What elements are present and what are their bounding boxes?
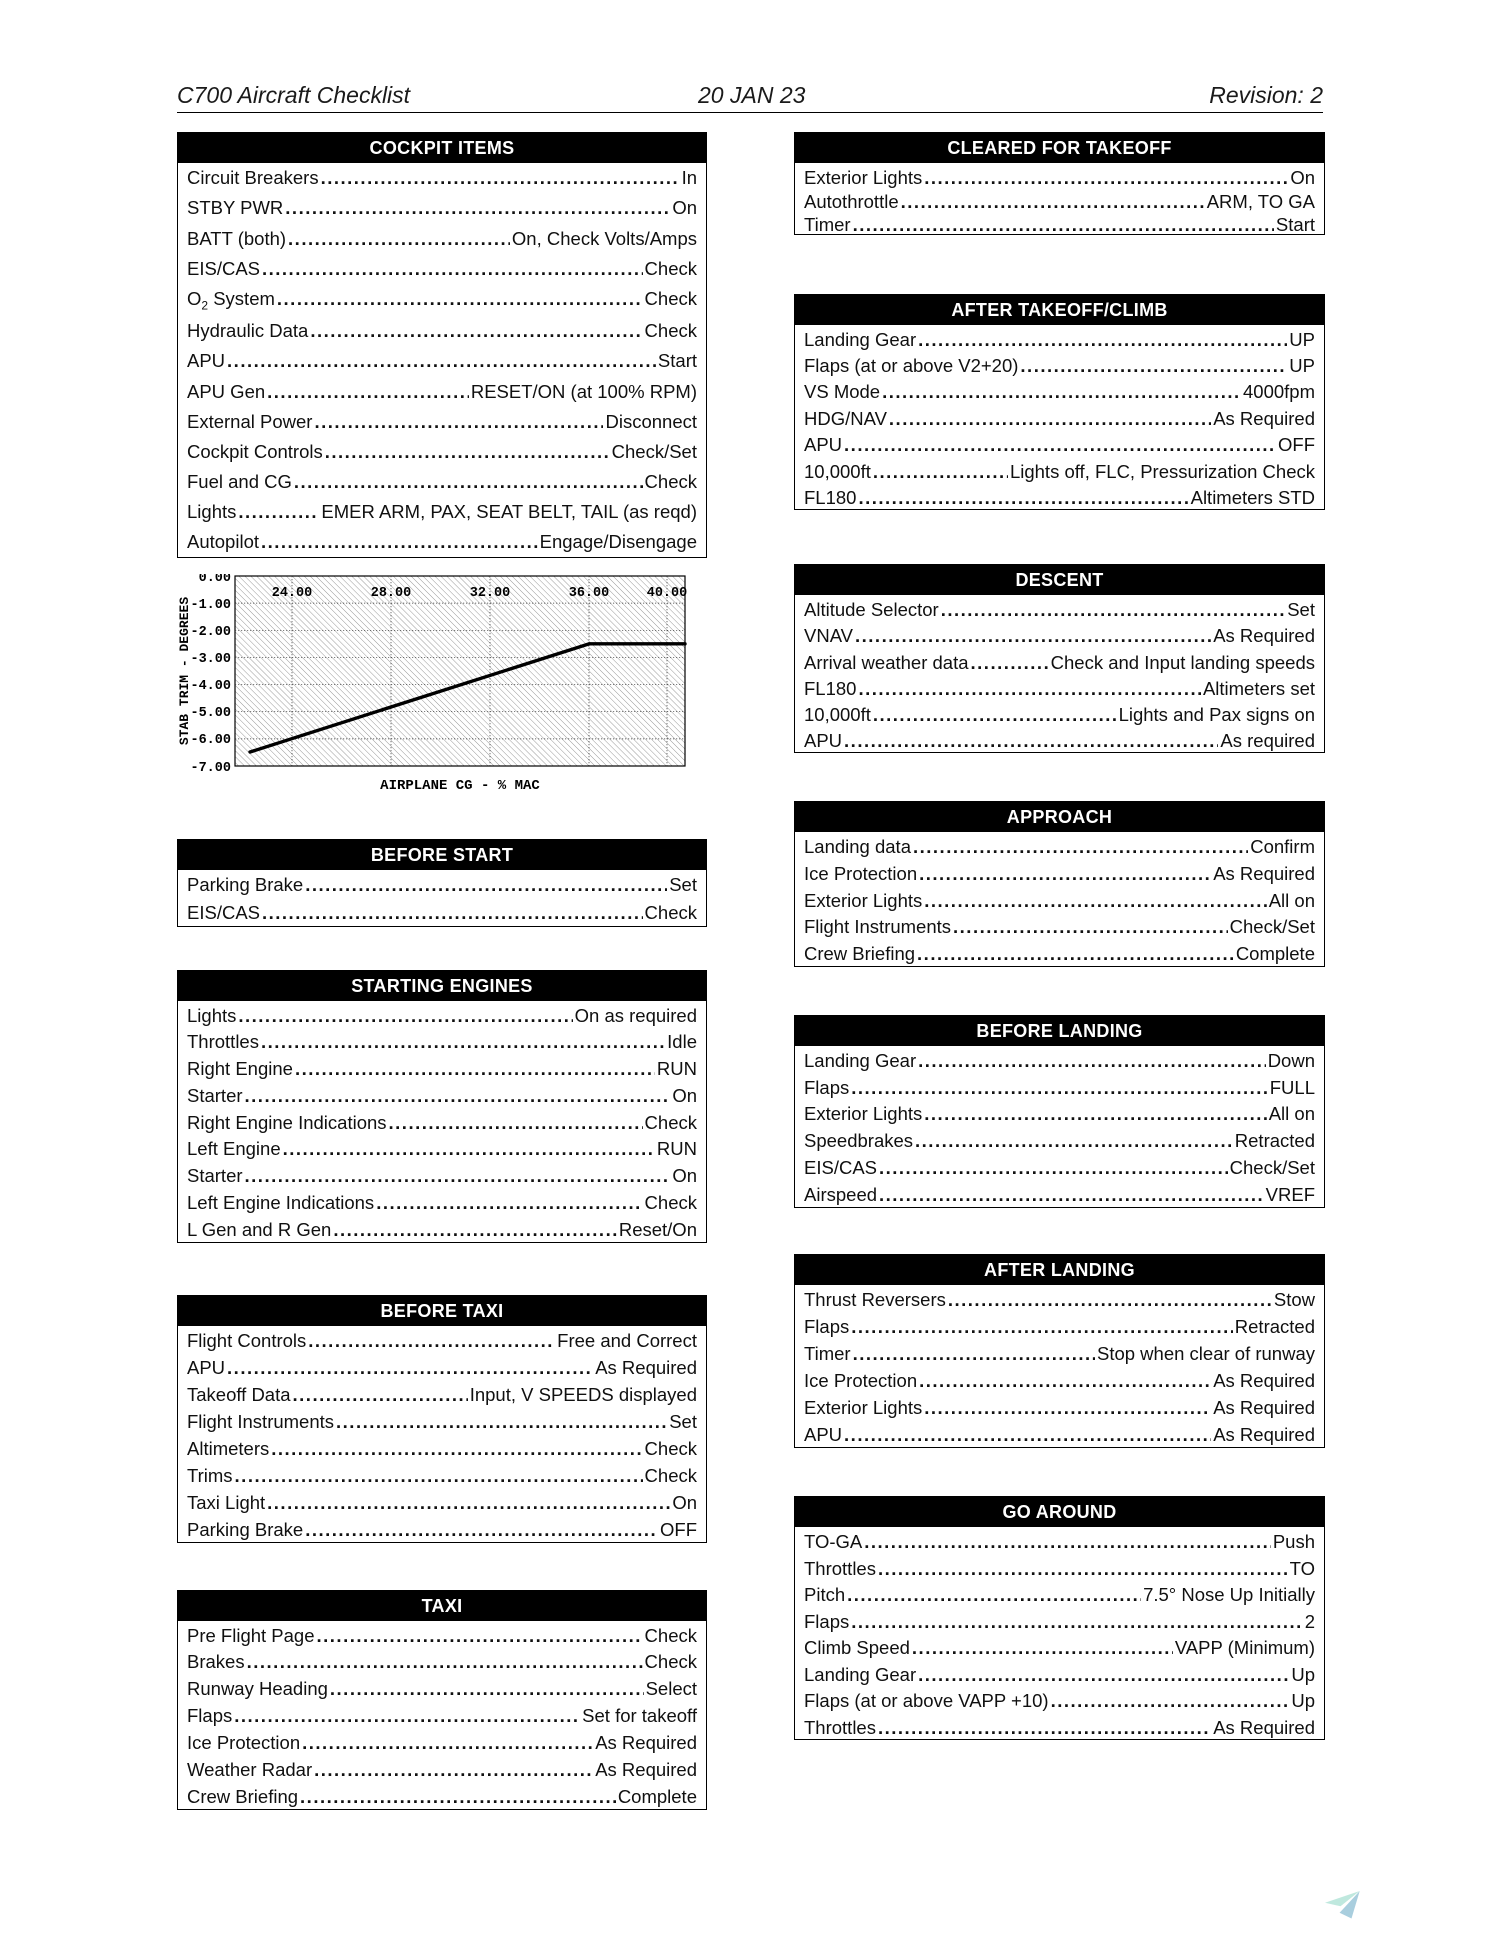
svg-text:-1.00: -1.00 <box>190 598 231 613</box>
svg-text:-5.00: -5.00 <box>190 706 231 721</box>
svg-text:-4.00: -4.00 <box>190 679 231 694</box>
svg-text:-3.00: -3.00 <box>190 652 231 667</box>
svg-text:-7.00: -7.00 <box>190 761 231 776</box>
svg-text:40.00: 40.00 <box>647 586 688 601</box>
svg-text:-6.00: -6.00 <box>190 733 231 748</box>
svg-text:AIRPLANE CG - % MAC: AIRPLANE CG - % MAC <box>380 778 540 794</box>
svg-text:24.00: 24.00 <box>272 586 313 601</box>
svg-text:32.00: 32.00 <box>470 586 511 601</box>
svg-text:0.00: 0.00 <box>199 574 231 586</box>
svg-text:-2.00: -2.00 <box>190 625 231 640</box>
svg-text:STAB TRIM - DEGREES: STAB TRIM - DEGREES <box>177 597 192 745</box>
svg-text:36.00: 36.00 <box>569 586 610 601</box>
svg-text:28.00: 28.00 <box>371 586 412 601</box>
